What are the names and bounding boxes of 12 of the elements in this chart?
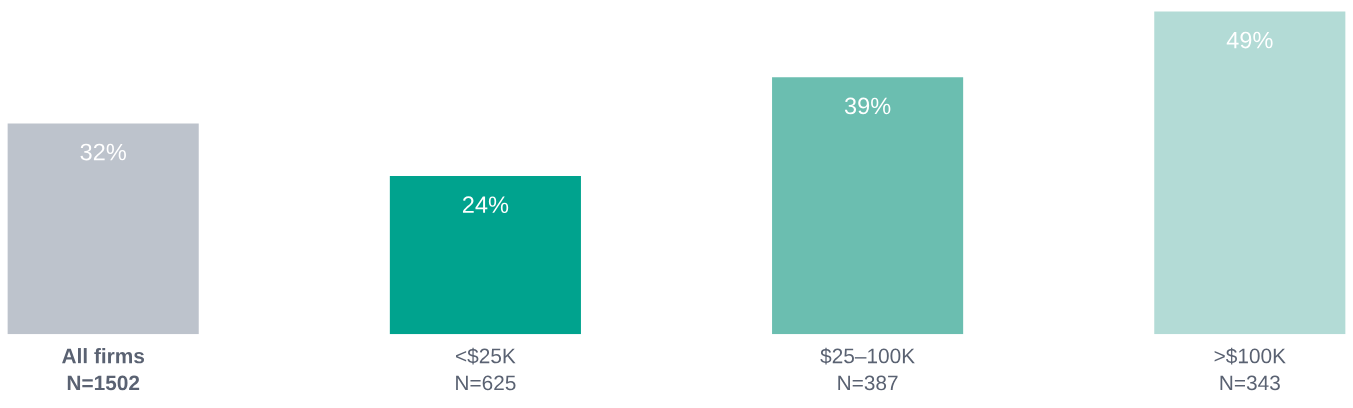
data-label: 49% (1226, 31, 1273, 49)
bar (389, 176, 581, 335)
bar (1154, 11, 1346, 335)
x-tick-label: $25–100K N=387 (820, 347, 915, 391)
x-tick-label: <$25K N=625 (456, 347, 516, 391)
data-label: 39% (844, 97, 891, 115)
x-tick-label: >$100K N=343 (1214, 347, 1286, 391)
bar (7, 123, 199, 335)
data-label: 32% (80, 143, 126, 161)
x-tick-label: All firms N=1502 (62, 348, 145, 391)
data-label: 24% (462, 196, 509, 213)
bar (772, 77, 964, 335)
